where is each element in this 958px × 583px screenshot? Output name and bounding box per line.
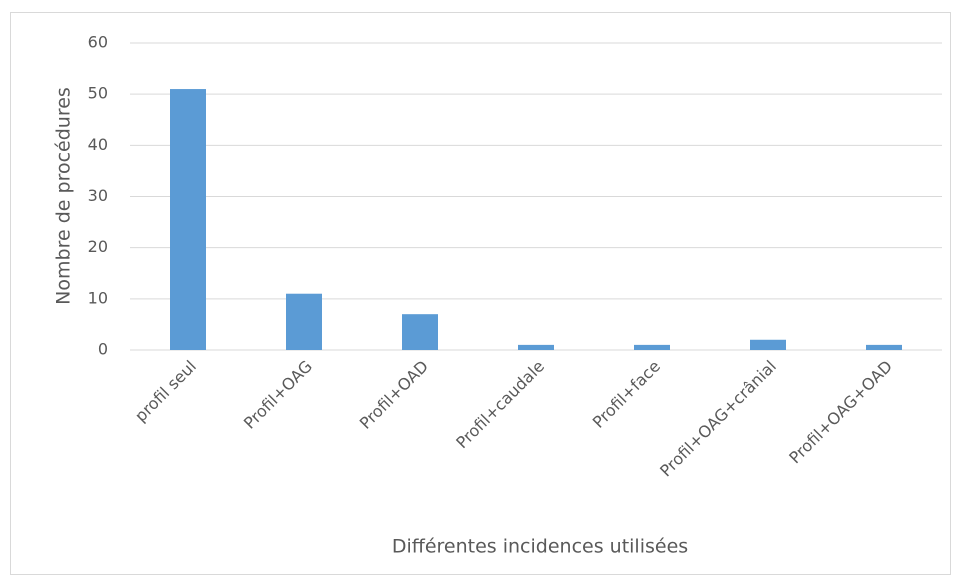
bar xyxy=(518,344,554,350)
y-tick-label: 10 xyxy=(88,288,108,307)
bar xyxy=(866,344,902,350)
y-tick-label: 0 xyxy=(98,340,108,359)
bar xyxy=(170,89,206,351)
y-axis-title: Nombre de procédures xyxy=(53,87,75,305)
bar xyxy=(402,314,438,350)
y-tick-label: 50 xyxy=(88,84,108,103)
bar xyxy=(634,344,670,350)
bar xyxy=(286,293,322,350)
y-tick-label: 40 xyxy=(88,135,108,154)
y-tick-label: 60 xyxy=(88,33,108,52)
chart-border xyxy=(10,12,951,575)
y-tick-label: 30 xyxy=(88,186,108,205)
y-tick-label: 20 xyxy=(88,237,108,256)
x-axis-title: Différentes incidences utilisées xyxy=(392,536,688,558)
bar xyxy=(750,339,786,350)
